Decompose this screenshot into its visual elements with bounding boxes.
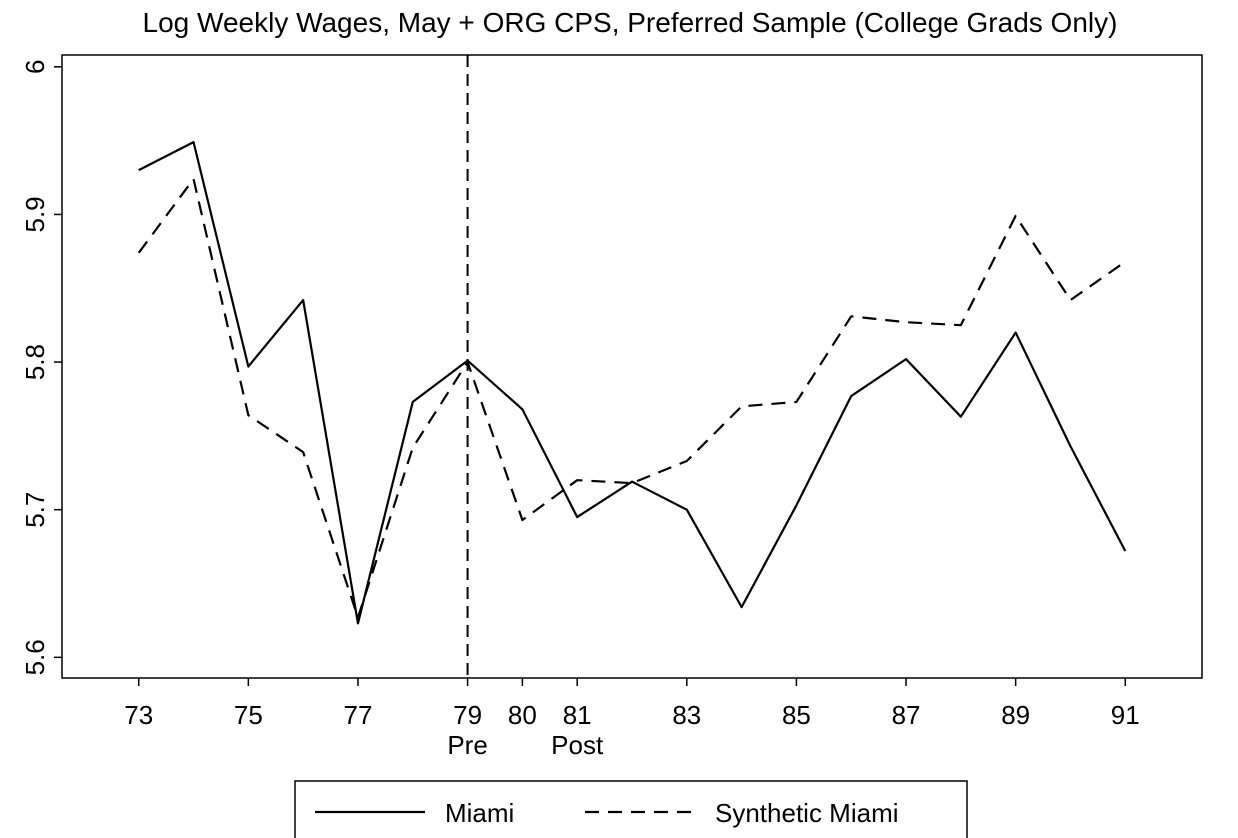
x-tick-label: 85 — [782, 700, 811, 730]
x-tick-label: 73 — [124, 700, 153, 730]
x-annotation: Pre — [447, 730, 487, 760]
y-tick-label: 5.8 — [20, 344, 50, 380]
x-tick-label: 80 — [508, 700, 537, 730]
x-tick-label: 77 — [344, 700, 373, 730]
legend-label: Miami — [445, 798, 514, 828]
y-tick-label: 6 — [20, 60, 50, 74]
x-tick-label: 91 — [1111, 700, 1140, 730]
x-tick-label: 79 — [453, 700, 482, 730]
x-tick-label: 81 — [563, 700, 592, 730]
x-tick-label: 83 — [672, 700, 701, 730]
y-tick-label: 5.9 — [20, 196, 50, 232]
series-line — [137, 177, 1126, 619]
legend: Miami Synthetic Miami — [294, 780, 968, 838]
legend-label: Synthetic Miami — [715, 798, 899, 828]
x-tick-label: 87 — [892, 700, 921, 730]
chart-title: Log Weekly Wages, May + ORG CPS, Preferr… — [143, 7, 1118, 38]
plot-frame — [61, 54, 1203, 679]
y-tick-label: 5.6 — [20, 639, 50, 675]
y-tick-label: 5.7 — [20, 492, 50, 528]
x-tick-label: 89 — [1001, 700, 1030, 730]
legend-box — [294, 780, 968, 838]
x-tick-label: 75 — [234, 700, 263, 730]
x-annotation: Post — [551, 730, 604, 760]
series-line — [138, 141, 1127, 625]
